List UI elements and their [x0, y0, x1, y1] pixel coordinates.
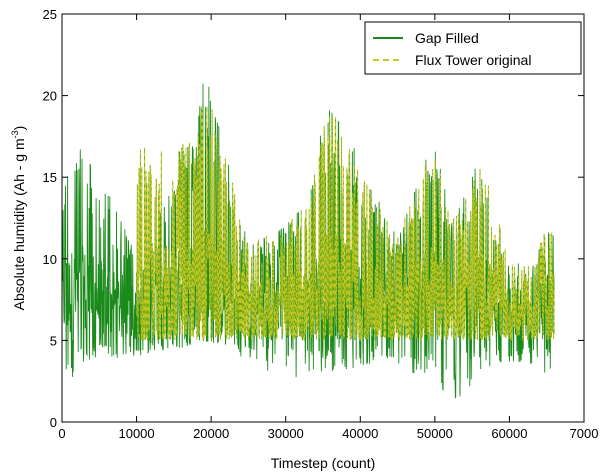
y-axis-label-exponent: -3: [10, 130, 20, 138]
y-axis-label-close: ): [11, 126, 27, 131]
y-axis-label: Absolute humidity (Ah - g m-3): [10, 126, 27, 311]
x-tick-label: 40000: [342, 426, 378, 441]
x-axis-label: Timestep (count): [271, 455, 376, 471]
plot-frame: [61, 13, 585, 423]
y-tick-label: 0: [50, 415, 57, 430]
x-tick-label: 60000: [491, 426, 527, 441]
legend-box: [364, 21, 582, 75]
y-tick-label: 20: [43, 89, 57, 104]
y-axis: 0 5 10 15 20 25: [43, 7, 584, 430]
x-tick-label: 0: [58, 426, 65, 441]
x-tick-label: 10000: [118, 426, 154, 441]
x-tick-label: 30000: [268, 426, 304, 441]
y-tick-label: 10: [43, 252, 57, 267]
y-tick-label: 5: [50, 333, 57, 348]
legend: Gap Filled Flux Tower original: [364, 21, 582, 75]
y-axis-label-main: Absolute humidity (Ah - g m: [11, 138, 27, 310]
x-axis: 0 10000 20000 30000 40000 50000 60000 7000: [58, 14, 598, 441]
series-line-flux-tower-original: [136, 106, 555, 342]
y-tick-label: 25: [43, 7, 57, 22]
legend-label-flux-tower-original: Flux Tower original: [415, 52, 531, 68]
plot-area: [62, 83, 555, 399]
x-tick-label: 50000: [417, 426, 453, 441]
x-tick-label: 20000: [193, 426, 229, 441]
y-tick-label: 15: [43, 170, 57, 185]
legend-label-gap-filled: Gap Filled: [415, 30, 479, 46]
x-tick-label: 7000: [570, 426, 599, 441]
